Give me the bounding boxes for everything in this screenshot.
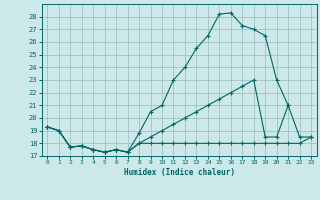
X-axis label: Humidex (Indice chaleur): Humidex (Indice chaleur) (124, 168, 235, 177)
